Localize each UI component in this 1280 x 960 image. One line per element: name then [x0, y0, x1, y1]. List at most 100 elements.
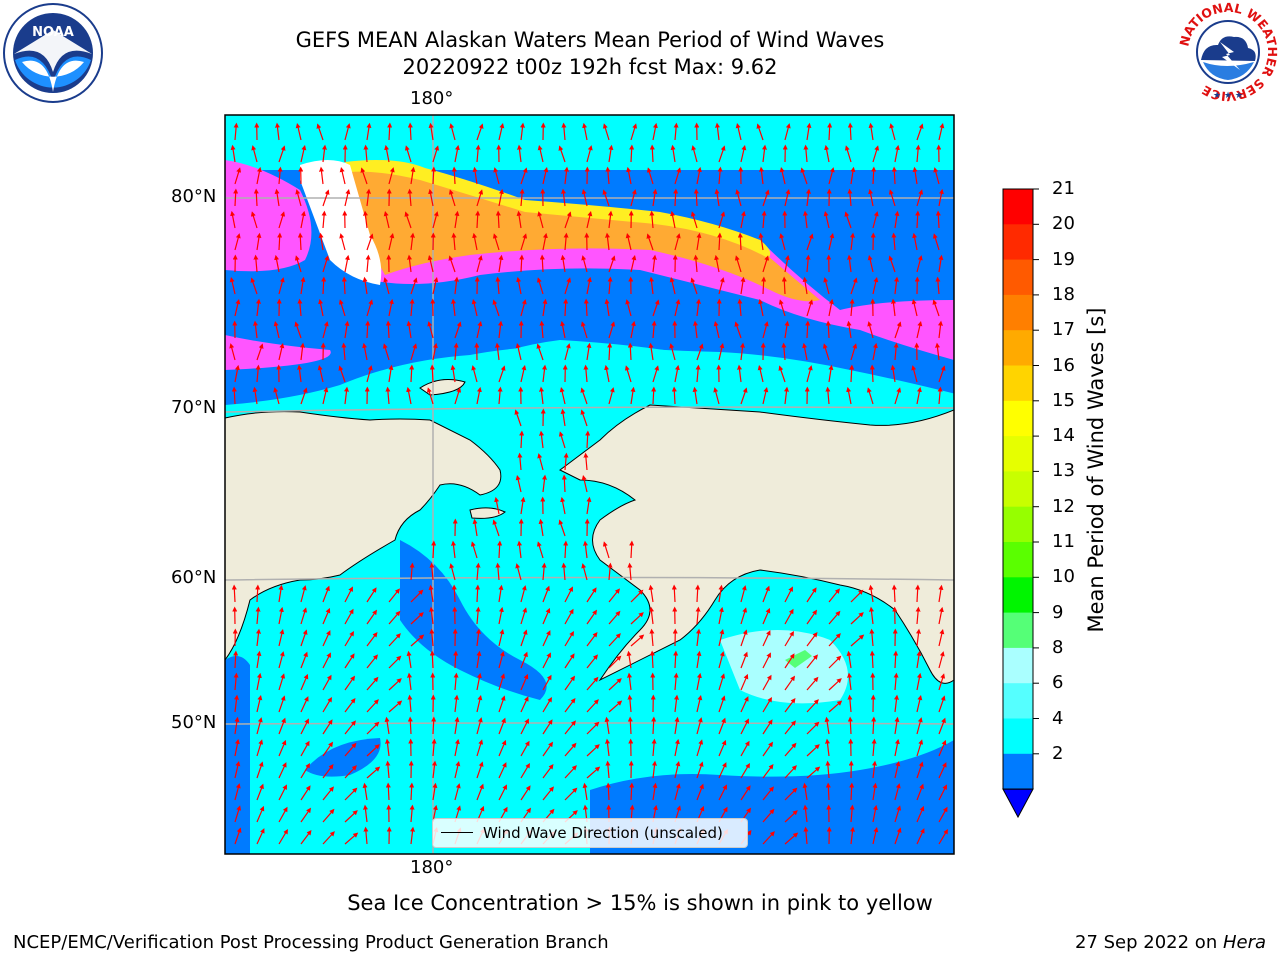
wind-wave-arrow — [410, 826, 415, 845]
wind-wave-arrow — [938, 188, 944, 207]
wind-wave-arrow — [938, 828, 948, 845]
wind-wave-arrow — [294, 321, 302, 339]
wind-wave-arrow — [558, 145, 566, 163]
wind-wave-arrow — [388, 610, 401, 625]
wind-wave-arrow — [916, 761, 924, 779]
wind-wave-arrow — [847, 188, 853, 207]
wind-wave-arrow — [828, 298, 834, 317]
wind-wave-arrow — [932, 233, 940, 251]
wind-wave-arrow — [558, 519, 566, 537]
wind-wave-arrow — [273, 320, 280, 339]
wind-wave-arrow — [608, 700, 623, 713]
wind-wave-arrow — [322, 630, 331, 647]
wind-wave-arrow — [344, 675, 356, 691]
wind-wave-arrow — [253, 254, 259, 273]
wind-wave-arrow — [714, 254, 720, 273]
wind-wave-arrow — [915, 210, 921, 229]
wind-wave-arrow — [542, 630, 551, 647]
wind-wave-arrow — [410, 589, 424, 603]
wind-wave-arrow — [454, 716, 460, 735]
wind-wave-arrow — [385, 320, 391, 339]
wind-wave-arrow — [784, 832, 799, 845]
wind-wave-arrow — [407, 254, 412, 273]
wind-wave-arrow — [646, 233, 654, 251]
wind-wave-arrow — [278, 651, 285, 669]
wind-wave-arrow — [607, 562, 613, 581]
footer-timestamp: 27 Sep 2022 on Hera — [1075, 932, 1266, 953]
wind-wave-arrow — [762, 719, 773, 735]
wind-wave-arrow — [779, 166, 786, 185]
wind-wave-arrow — [363, 804, 368, 823]
wind-wave-arrow — [300, 629, 308, 647]
wind-wave-arrow — [475, 562, 481, 581]
wind-wave-arrow — [429, 628, 435, 647]
wind-wave-arrow — [382, 343, 390, 361]
wind-wave-arrow — [583, 540, 588, 559]
wind-wave-arrow — [429, 650, 435, 669]
wind-wave-arrow — [344, 188, 351, 207]
wind-wave-arrow — [586, 145, 593, 163]
wind-wave-arrow — [872, 276, 879, 295]
wind-wave-arrow — [498, 365, 506, 383]
wind-wave-arrow — [674, 364, 680, 383]
wind-wave-arrow — [366, 365, 373, 383]
wind-wave-arrow — [740, 718, 749, 735]
wind-wave-arrow — [849, 804, 855, 823]
wind-wave-arrow — [409, 804, 415, 823]
wind-wave-arrow — [476, 320, 483, 339]
wind-wave-arrow — [300, 651, 308, 669]
wind-wave-arrow — [735, 189, 742, 207]
wind-wave-arrow — [696, 628, 701, 647]
wind-wave-arrow — [278, 762, 287, 779]
wind-wave-arrow — [492, 519, 500, 537]
wind-wave-arrow — [602, 541, 610, 559]
wind-wave-arrow — [252, 386, 258, 405]
gulf-of-alaska-high-period — [720, 630, 848, 704]
wind-wave-arrow — [604, 716, 610, 735]
colorbar-tick-label: 2 — [1052, 742, 1064, 764]
wind-wave-arrow — [762, 674, 772, 691]
wind-wave-arrow — [690, 277, 698, 295]
wind-wave-arrow — [778, 299, 786, 317]
wind-wave-arrow — [564, 765, 577, 779]
wind-wave-arrow — [519, 254, 525, 273]
wind-wave-arrow — [586, 496, 592, 515]
wind-wave-arrow — [300, 585, 307, 603]
wind-wave-arrow — [586, 210, 593, 229]
wind-wave-arrow — [234, 233, 241, 251]
wind-wave-arrow — [806, 122, 812, 141]
wind-wave-arrow — [938, 762, 947, 779]
wind-wave-arrow — [451, 540, 456, 559]
pacific-blob — [305, 738, 381, 777]
wind-wave-arrow — [916, 650, 922, 669]
wind-wave-arrow — [539, 386, 544, 405]
wind-wave-arrow — [734, 255, 742, 273]
colorbar-tick-label: 10 — [1052, 566, 1075, 588]
wind-wave-arrow — [630, 589, 644, 603]
wind-wave-arrow — [274, 188, 280, 207]
wind-wave-arrow — [410, 277, 418, 295]
wind-wave-arrow — [580, 387, 588, 405]
wind-wave-arrow — [784, 787, 798, 801]
wind-wave-arrow — [432, 782, 438, 801]
wind-wave-arrow — [432, 211, 439, 229]
wind-wave-arrow — [234, 716, 240, 735]
wind-wave-arrow — [869, 650, 875, 669]
wind-wave-arrow — [825, 738, 830, 757]
wind-wave-arrow — [696, 694, 703, 713]
wind-wave-arrow — [561, 562, 567, 581]
wind-wave-arrow — [871, 166, 877, 185]
wind-wave-arrow — [431, 738, 437, 757]
wind-wave-arrow — [410, 343, 418, 361]
wind-wave-arrow — [234, 364, 240, 383]
wind-wave-arrow — [410, 232, 415, 251]
wind-wave-arrow — [629, 144, 635, 163]
wind-wave-arrow — [630, 612, 644, 625]
wind-wave-arrow — [278, 628, 285, 647]
map-frame — [224, 114, 955, 855]
wind-wave-arrow — [495, 562, 501, 581]
wind-wave-arrow — [517, 144, 522, 163]
wind-wave-arrow — [536, 277, 544, 295]
wind-wave-arrow — [762, 786, 774, 801]
wind-wave-arrow — [410, 634, 425, 647]
